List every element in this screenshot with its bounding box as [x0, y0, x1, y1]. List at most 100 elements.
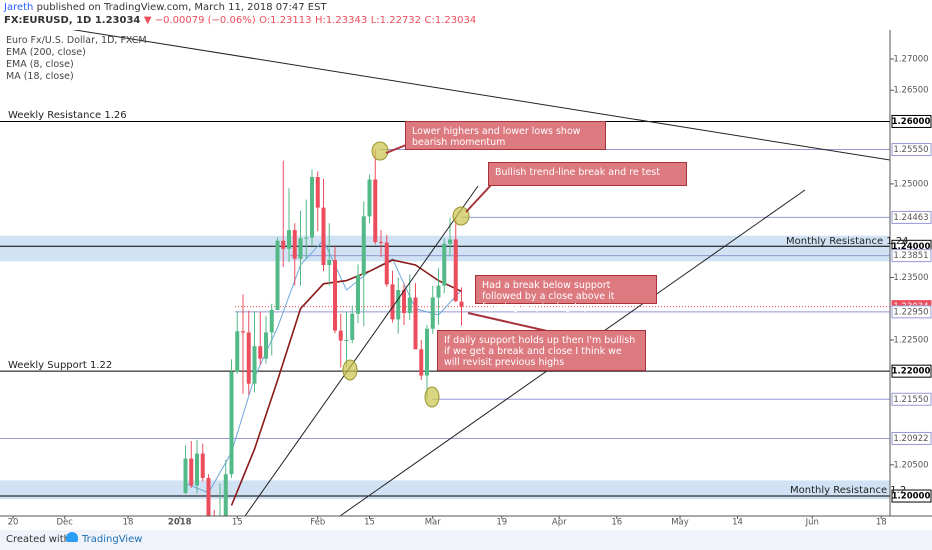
symbol: FX:EURUSD, 1D — [4, 15, 92, 26]
x-tick-label: 18 — [876, 518, 887, 528]
candle-body — [304, 237, 309, 239]
callout: If daily support holds up then I'm bulli… — [437, 330, 646, 371]
legend-entry: EMA (200, close) — [6, 47, 86, 58]
candle-body — [321, 207, 326, 266]
x-tick-label: Jun — [805, 518, 819, 528]
candle-body — [448, 239, 453, 244]
y-tick-label: 1.22500 — [893, 335, 928, 345]
candle-body — [390, 284, 395, 320]
level-note: Monthly Resistance 1.24 — [786, 236, 909, 247]
highlight — [424, 386, 440, 408]
candle-body — [223, 474, 228, 516]
price: 1.23034 — [94, 15, 141, 26]
level-note: Weekly Support 1.22 — [8, 360, 113, 371]
legend-entry: MA (18, close) — [6, 71, 74, 82]
footer-brand[interactable]: TradingView — [82, 534, 143, 545]
candle-body — [229, 371, 234, 475]
candle-body — [206, 477, 211, 516]
price-label: 1.22950 — [893, 307, 928, 317]
ohlc: L:1.22732 — [370, 15, 422, 26]
price-label-box — [891, 392, 932, 406]
price-label: 1.24463 — [893, 213, 928, 223]
highlight — [452, 206, 470, 226]
candle-body — [453, 239, 458, 302]
candle-body — [292, 230, 297, 259]
published: published on TradingView.com, March 11, … — [36, 2, 327, 13]
y-tick-label: 1.25000 — [893, 179, 928, 189]
legend-title: Euro Fx/U.S. Dollar, 1D, FXCM — [6, 35, 147, 46]
candle-body — [442, 243, 447, 286]
candle-body — [327, 260, 332, 266]
price-label-box — [891, 249, 932, 263]
callout: Bullish trend-line break and re test — [488, 162, 687, 186]
ohlc: H:1.23343 — [315, 15, 368, 26]
author[interactable]: Jareth — [4, 2, 34, 13]
x-tick-label: Feb — [310, 518, 325, 528]
candle-body — [436, 285, 441, 298]
x-tick-label: 15 — [364, 518, 375, 528]
legend-entry: EMA (8, close) — [6, 59, 74, 70]
price-axis — [890, 0, 932, 530]
candle-body — [333, 260, 338, 331]
zone — [0, 480, 890, 500]
candle-body — [235, 331, 240, 372]
candle-body — [252, 346, 257, 384]
price-label-box — [891, 210, 932, 224]
candle-body — [269, 309, 274, 333]
candle-body — [200, 453, 205, 478]
candle-body — [367, 179, 372, 217]
candle-body — [384, 242, 389, 285]
candle-body — [246, 332, 251, 384]
candle-body — [298, 238, 303, 259]
candle-body — [350, 313, 355, 340]
price-label-box — [891, 114, 932, 128]
candle-body — [344, 339, 349, 341]
candle-body — [338, 330, 343, 341]
candle-body — [425, 328, 430, 376]
price-label-box — [891, 143, 932, 157]
trend-line — [72, 30, 890, 161]
x-tick-label: May — [671, 518, 689, 528]
y-tick-label: 1.27000 — [893, 55, 928, 65]
footer: Created with TradingView — [0, 530, 932, 550]
x-tick-label: 14 — [732, 518, 743, 528]
price-label: 1.25550 — [893, 145, 928, 155]
x-tick-label: Mar — [425, 518, 442, 528]
price-label: 1.20922 — [893, 434, 928, 444]
x-tick-label: Dec — [57, 518, 74, 528]
highlight — [371, 141, 389, 161]
price-label-box — [891, 431, 932, 445]
header-line: Jareth published on TradingView.com, Mar… — [4, 2, 327, 13]
candle-body — [361, 216, 366, 276]
price-label-box — [891, 305, 932, 319]
callout: Had a break below support followed by a … — [475, 275, 657, 313]
candle-body — [240, 331, 245, 333]
callout: Lower highers and lower lows show bearis… — [405, 121, 606, 150]
y-tick-label: 1.26500 — [893, 86, 928, 96]
callout-pointer — [465, 183, 493, 213]
candle-body — [212, 516, 216, 530]
candle-body — [419, 349, 424, 376]
footer-text: Created with — [6, 534, 70, 545]
candle-body — [407, 297, 412, 314]
change: ▼ −0.00079 (−0.06%) — [143, 15, 256, 26]
price-label: 1.21550 — [893, 395, 928, 405]
trend-line — [244, 185, 479, 516]
price-label: 1.24000 — [892, 242, 931, 252]
candle-body — [275, 240, 280, 310]
candle-body — [194, 453, 199, 486]
candle-body — [373, 179, 378, 242]
price-label: 1.20000 — [892, 492, 931, 502]
indicator-line — [230, 259, 462, 506]
x-tick-label: 20 — [8, 518, 19, 528]
x-tick-label: 16 — [611, 518, 622, 528]
quote-line: FX:EURUSD, 1D 1.23034 ▼ −0.00079 (−0.06%… — [4, 15, 476, 26]
y-tick-label: 1.23500 — [893, 273, 928, 283]
price-label: 1.22000 — [892, 367, 931, 377]
legend: Euro Fx/U.S. Dollar, 1D, FXCM EMA (200, … — [6, 35, 147, 83]
x-tick-label: 15 — [232, 518, 243, 528]
y-tick-label: 1.20500 — [893, 460, 928, 470]
candle-body — [183, 458, 188, 493]
callout-pointer — [467, 312, 557, 334]
